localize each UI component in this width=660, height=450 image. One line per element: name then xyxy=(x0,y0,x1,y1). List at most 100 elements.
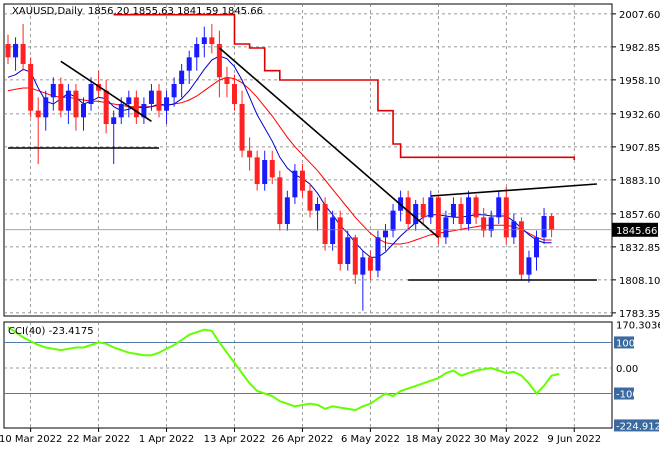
candle-body xyxy=(194,44,200,58)
candle xyxy=(111,110,117,164)
candle-body xyxy=(549,216,555,230)
price-axis: 2007.60 1982.85 1958.10 1932.60 1907.85 1883.… xyxy=(4,10,660,320)
candle-body xyxy=(383,230,388,238)
x-tick-label: 22 Mar 2022 xyxy=(67,434,130,445)
candle xyxy=(345,230,351,271)
candle xyxy=(50,77,56,111)
candle xyxy=(450,197,456,224)
candle xyxy=(194,37,200,71)
cci-levels xyxy=(4,341,612,394)
trendline xyxy=(60,60,152,123)
candle xyxy=(81,97,86,131)
candle xyxy=(390,204,396,238)
candle xyxy=(88,77,94,111)
candle-body xyxy=(330,217,336,244)
candle xyxy=(103,80,109,134)
candle xyxy=(330,210,336,251)
candle-body xyxy=(186,57,192,71)
candle-body xyxy=(269,160,275,178)
candle xyxy=(5,34,11,64)
cci-series-line xyxy=(7,326,560,412)
candle xyxy=(216,30,222,98)
candlesticks xyxy=(5,24,555,311)
candle-body xyxy=(518,221,524,275)
current-price-label: 1845.66 xyxy=(616,226,657,237)
candle-body xyxy=(164,97,170,111)
candle-body xyxy=(488,217,494,231)
x-tick-label: 1 Apr 2022 xyxy=(139,434,194,445)
candle-body xyxy=(133,97,139,118)
candle xyxy=(171,77,177,107)
y-tick-label: 1857.60 xyxy=(619,210,660,221)
y-tick-label: 1783.35 xyxy=(619,309,660,320)
candle xyxy=(481,208,487,238)
candle-body xyxy=(96,84,102,91)
candle-body xyxy=(299,170,305,191)
candle xyxy=(277,170,283,231)
candle xyxy=(35,97,41,164)
candle xyxy=(315,197,321,231)
candle xyxy=(13,37,19,71)
candle xyxy=(526,250,532,283)
y-tick-label: 1982.85 xyxy=(619,43,660,54)
candle xyxy=(511,213,517,244)
candle-body xyxy=(466,197,472,224)
y-tick-label: 1883.10 xyxy=(619,176,660,187)
candle xyxy=(534,230,539,271)
candle xyxy=(262,150,268,191)
candle xyxy=(458,197,464,231)
candle-body xyxy=(292,170,298,198)
candle-body xyxy=(481,217,487,231)
candle-body xyxy=(277,177,283,224)
candle-body xyxy=(450,204,456,218)
trendline xyxy=(218,47,439,238)
candle xyxy=(269,150,275,184)
candle xyxy=(496,190,502,224)
candle-body xyxy=(201,37,207,44)
cci-tick-label: -224.9123 xyxy=(616,421,660,432)
candle xyxy=(133,90,139,124)
cci-level-tag xyxy=(614,419,659,432)
candle-body xyxy=(247,150,253,158)
candle-body xyxy=(81,104,86,118)
candle-body xyxy=(126,97,132,104)
candle-body xyxy=(209,37,215,44)
candle xyxy=(201,26,207,58)
candle xyxy=(299,164,305,198)
candle-body xyxy=(224,77,230,84)
candle xyxy=(20,24,26,71)
candle xyxy=(254,150,260,191)
candle-body xyxy=(111,117,117,124)
candle-body xyxy=(428,197,434,218)
cci-tick-label: 170.3036 xyxy=(616,320,660,331)
candle-body xyxy=(360,257,366,275)
candle xyxy=(503,186,509,244)
candle-body xyxy=(148,90,154,104)
candle-body xyxy=(307,190,313,211)
candle-body xyxy=(20,44,26,64)
candle xyxy=(428,190,434,224)
candle-body xyxy=(496,197,502,218)
cci-panel-frame xyxy=(3,321,613,429)
candle xyxy=(156,84,162,118)
candle xyxy=(360,250,366,311)
resistance-step-line xyxy=(113,13,576,160)
candle-body xyxy=(435,197,441,238)
date-axis: 10 Mar 2022 22 Mar 2022 1 Apr 2022 13 Apr 2… xyxy=(0,428,601,445)
candle-body xyxy=(420,204,426,218)
trendline xyxy=(430,183,597,197)
cci-line xyxy=(7,326,560,412)
candle xyxy=(179,64,185,98)
candle xyxy=(58,77,64,118)
candle-body xyxy=(390,210,396,231)
candle-body xyxy=(103,90,109,124)
candle xyxy=(126,90,132,118)
candle xyxy=(148,84,154,111)
x-tick-label: 13 Apr 2022 xyxy=(204,434,266,445)
candle-body xyxy=(511,221,517,238)
candle-body xyxy=(315,204,321,211)
candle-body xyxy=(503,197,509,238)
cci-title: CCI(40) -23.4175 xyxy=(8,326,94,337)
candle-body xyxy=(337,217,343,264)
